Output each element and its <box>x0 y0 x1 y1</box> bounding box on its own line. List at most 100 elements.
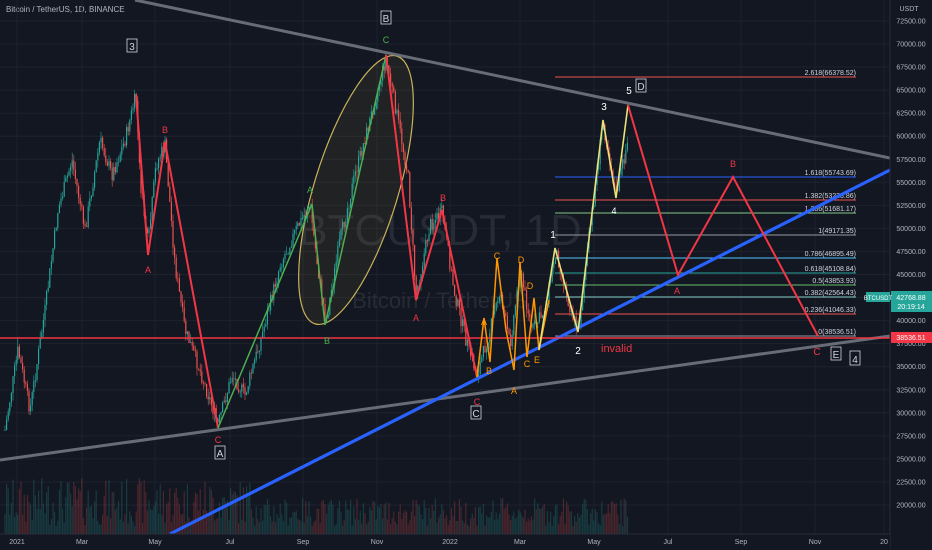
candle-body <box>466 339 468 346</box>
candle-body <box>273 284 275 301</box>
volume-bar <box>583 498 585 534</box>
candle-body <box>438 213 440 219</box>
candle-body <box>242 384 244 388</box>
candle-body <box>194 350 196 352</box>
candle-body <box>191 342 193 346</box>
volume-bar <box>516 516 518 534</box>
volume-bar <box>212 497 214 534</box>
volume-bar <box>170 521 172 534</box>
volume-bar <box>498 513 500 534</box>
volume-bar <box>255 506 257 534</box>
volume-bar <box>527 518 529 534</box>
volume-bar <box>87 490 89 534</box>
lower-trendline[interactable] <box>0 334 891 462</box>
svg-text:4: 4 <box>852 355 858 366</box>
candle-body <box>201 371 203 383</box>
candle-body <box>244 387 246 395</box>
volume-bar <box>322 500 324 534</box>
volume-bar <box>490 511 492 534</box>
candle-body <box>354 171 356 176</box>
candle-body <box>95 160 97 173</box>
volume-bar <box>50 519 52 534</box>
candle-body <box>506 316 508 329</box>
volume-bar <box>164 522 166 534</box>
volume-bar <box>102 514 104 534</box>
volume-bar <box>28 502 30 534</box>
volume-bar <box>34 495 36 534</box>
orange-wave-A2: A <box>511 386 517 396</box>
volume-bar <box>574 515 576 534</box>
volume-bar <box>196 494 198 534</box>
volume-bar <box>90 505 92 534</box>
candle-body <box>12 376 14 394</box>
current-price-tag[interactable] <box>891 291 932 312</box>
red-wave-A1: A <box>145 265 151 275</box>
volume-bar <box>543 503 545 534</box>
volume-bar <box>370 510 372 534</box>
candle-body <box>94 172 96 188</box>
candle-body <box>122 143 124 147</box>
candle-body <box>121 146 123 155</box>
candle-body <box>7 411 9 420</box>
volume-bar <box>297 518 299 534</box>
chart-title: Bitcoin / TetherUS, 1D, BINANCE <box>6 5 125 14</box>
volume-bar <box>393 511 395 534</box>
upper-trendline[interactable] <box>134 0 891 160</box>
candle-body <box>158 158 160 169</box>
time-label: Jul <box>664 539 673 546</box>
volume-bar <box>407 524 409 534</box>
volume-bar <box>530 516 532 534</box>
volume-bar <box>356 499 358 534</box>
orange-wave-A: A <box>481 317 487 327</box>
candle-body <box>364 143 366 145</box>
volume-bar <box>537 503 539 534</box>
candle-body <box>524 287 526 291</box>
volume-bar <box>502 498 504 534</box>
time-axis-bg <box>0 534 890 550</box>
price-tick-label: 45000.00 <box>896 272 925 279</box>
volume-bar <box>481 513 483 534</box>
volume-bar <box>214 520 216 534</box>
volume-bar <box>68 482 70 534</box>
volume-bar <box>97 520 99 534</box>
candle-body <box>209 397 211 400</box>
candle-body <box>383 66 385 71</box>
candle-body <box>286 253 288 255</box>
volume-bar <box>342 525 344 534</box>
volume-bar <box>6 483 8 534</box>
volume-bar <box>412 499 414 534</box>
volume-bar <box>308 501 310 534</box>
candle-body <box>478 374 480 378</box>
volume-bar <box>268 504 270 534</box>
volume-bar <box>622 525 624 534</box>
candle-body <box>154 168 156 182</box>
price-axis-unit: USDT <box>899 6 919 13</box>
volume-bar <box>7 488 9 534</box>
volume-bars <box>4 478 628 534</box>
level-price-tag[interactable] <box>891 332 932 343</box>
volume-bar <box>337 508 339 534</box>
time-label: Nov <box>809 539 822 546</box>
volume-bar <box>175 488 177 534</box>
blue-trendline[interactable] <box>169 168 891 536</box>
volume-bar <box>89 507 91 534</box>
candle-body <box>34 379 36 382</box>
volume-bar <box>207 515 209 534</box>
volume-bar <box>318 508 320 534</box>
candle-body <box>358 156 360 172</box>
candle-body <box>26 383 28 391</box>
volume-bar <box>548 521 550 534</box>
svg-text:E: E <box>833 350 840 361</box>
volume-bar <box>510 520 512 534</box>
invalid-label: invalid <box>601 343 632 355</box>
volume-bar <box>298 520 300 534</box>
volume-bar <box>266 498 268 534</box>
volume-bar <box>65 497 67 534</box>
volume-bar <box>374 502 376 534</box>
volume-bar <box>135 511 137 534</box>
volume-bar <box>126 479 128 534</box>
candle-body <box>238 389 240 392</box>
candle-body <box>415 276 417 296</box>
volume-bar <box>49 524 51 534</box>
